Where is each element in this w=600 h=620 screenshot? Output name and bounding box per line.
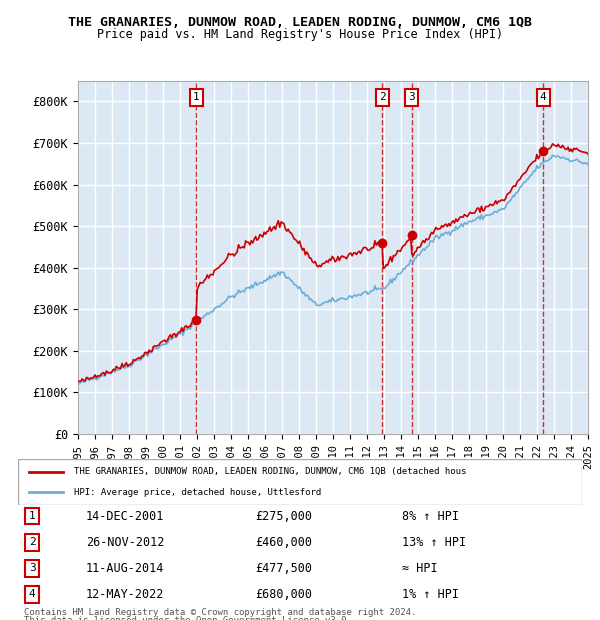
Text: £477,500: £477,500 [255,562,312,575]
Text: 12-MAY-2022: 12-MAY-2022 [86,588,164,601]
Text: £460,000: £460,000 [255,536,312,549]
Text: 4: 4 [540,92,547,102]
Text: 2: 2 [379,92,386,102]
Text: £275,000: £275,000 [255,510,312,523]
Text: £680,000: £680,000 [255,588,312,601]
Text: THE GRANARIES, DUNMOW ROAD, LEADEN RODING, DUNMOW, CM6 1QB (detached hous: THE GRANARIES, DUNMOW ROAD, LEADEN RODIN… [74,467,467,476]
Text: 1: 1 [29,511,35,521]
Text: 2: 2 [29,537,35,547]
Text: 3: 3 [29,563,35,574]
Text: 8% ↑ HPI: 8% ↑ HPI [401,510,458,523]
Text: 1% ↑ HPI: 1% ↑ HPI [401,588,458,601]
Text: This data is licensed under the Open Government Licence v3.0.: This data is licensed under the Open Gov… [24,616,352,620]
Text: 13% ↑ HPI: 13% ↑ HPI [401,536,466,549]
FancyBboxPatch shape [18,459,582,505]
Text: ≈ HPI: ≈ HPI [401,562,437,575]
Text: Contains HM Land Registry data © Crown copyright and database right 2024.: Contains HM Land Registry data © Crown c… [24,608,416,617]
Text: 26-NOV-2012: 26-NOV-2012 [86,536,164,549]
Text: Price paid vs. HM Land Registry's House Price Index (HPI): Price paid vs. HM Land Registry's House … [97,28,503,41]
Text: 4: 4 [29,589,35,600]
Text: HPI: Average price, detached house, Uttlesford: HPI: Average price, detached house, Uttl… [74,488,322,497]
Text: 3: 3 [409,92,415,102]
Text: 1: 1 [193,92,200,102]
Text: 11-AUG-2014: 11-AUG-2014 [86,562,164,575]
Text: 14-DEC-2001: 14-DEC-2001 [86,510,164,523]
Text: THE GRANARIES, DUNMOW ROAD, LEADEN RODING, DUNMOW, CM6 1QB: THE GRANARIES, DUNMOW ROAD, LEADEN RODIN… [68,16,532,29]
